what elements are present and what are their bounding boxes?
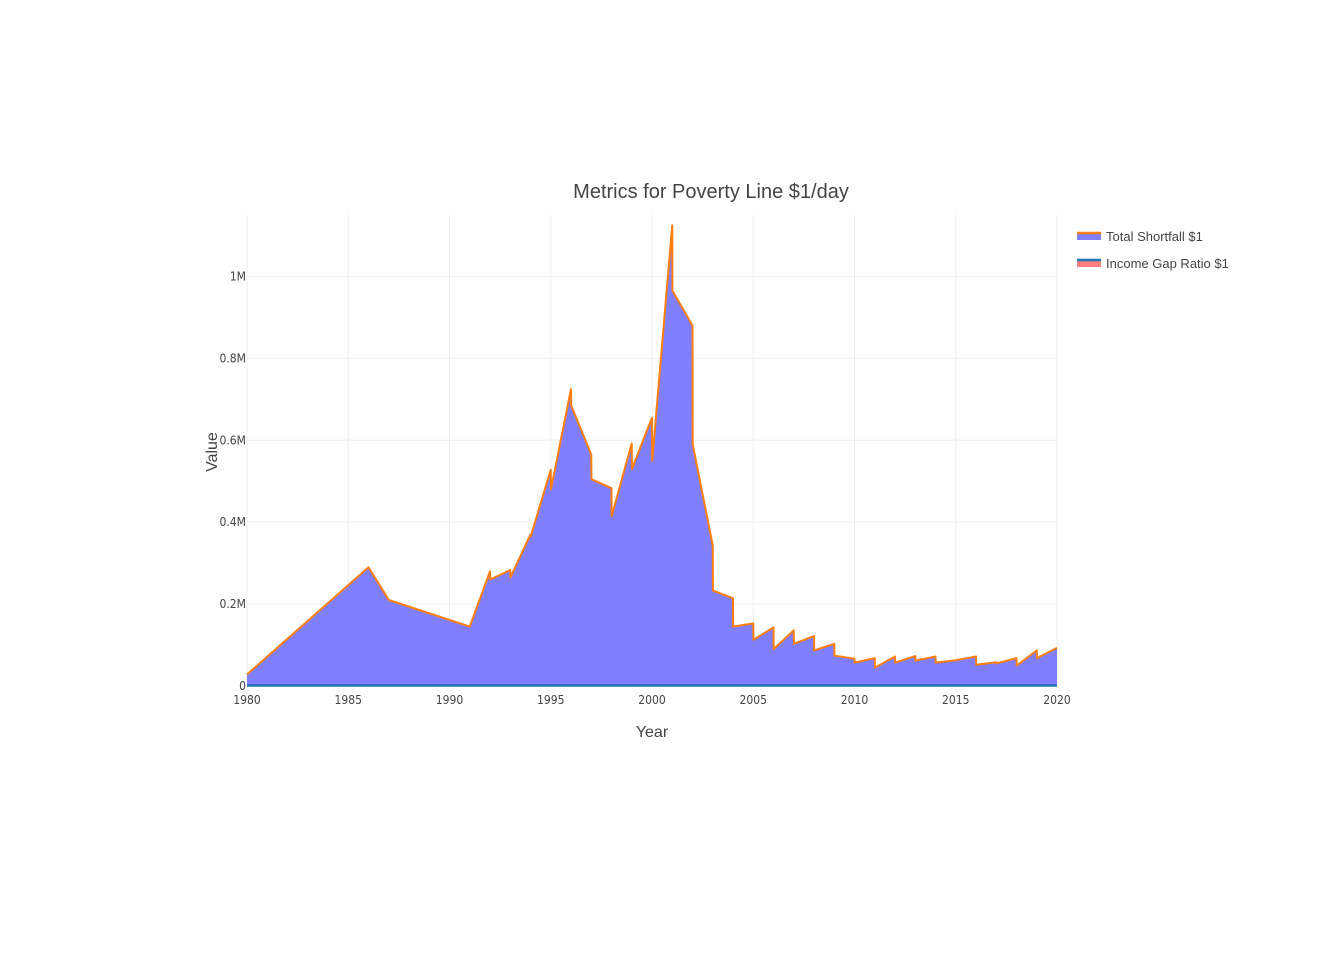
x-tick-label: 2015 xyxy=(942,693,969,707)
chart-title: Metrics for Poverty Line $1/day xyxy=(573,181,849,203)
x-tick-label: 1985 xyxy=(335,693,362,707)
x-tick-label: 1990 xyxy=(436,693,464,707)
plot-area xyxy=(246,224,1058,687)
y-axis-title: Value xyxy=(204,432,221,472)
legend-label: Income Gap Ratio $1 xyxy=(1106,256,1229,271)
y-tick-label: 0.2M xyxy=(220,597,246,611)
x-tick-label: 2010 xyxy=(841,693,869,707)
legend-swatch-fill xyxy=(1077,259,1101,267)
y-tick-label: 0.6M xyxy=(220,433,246,447)
x-tick-label: 2000 xyxy=(638,693,666,707)
x-tick-label: 2020 xyxy=(1043,693,1071,707)
y-tick-label: 0.4M xyxy=(220,515,246,529)
x-axis-ticks: 1980 1985 1990 1995 2000 2005 2010 2015 2020 xyxy=(233,693,1071,707)
x-axis-title: Year xyxy=(636,724,669,741)
legend-swatch-fill xyxy=(1077,232,1101,240)
legend-item[interactable]: Total Shortfall $1 xyxy=(1077,229,1203,244)
y-tick-label: 0 xyxy=(239,679,246,693)
legend-label: Total Shortfall $1 xyxy=(1106,229,1203,244)
y-axis-ticks: 0 0.2M 0.4M 0.6M 0.8M 1M xyxy=(220,269,247,693)
x-tick-label: 2005 xyxy=(740,693,767,707)
legend-item[interactable]: Income Gap Ratio $1 xyxy=(1077,256,1229,271)
series-line-total-shortfall xyxy=(246,224,1058,676)
y-tick-label: 0.8M xyxy=(220,351,246,365)
legend[interactable]: Total Shortfall $1 Income Gap Ratio $1 xyxy=(1077,229,1229,271)
x-tick-label: 1995 xyxy=(537,693,564,707)
y-tick-label: 1M xyxy=(230,269,246,283)
x-tick-label: 1980 xyxy=(233,693,261,707)
